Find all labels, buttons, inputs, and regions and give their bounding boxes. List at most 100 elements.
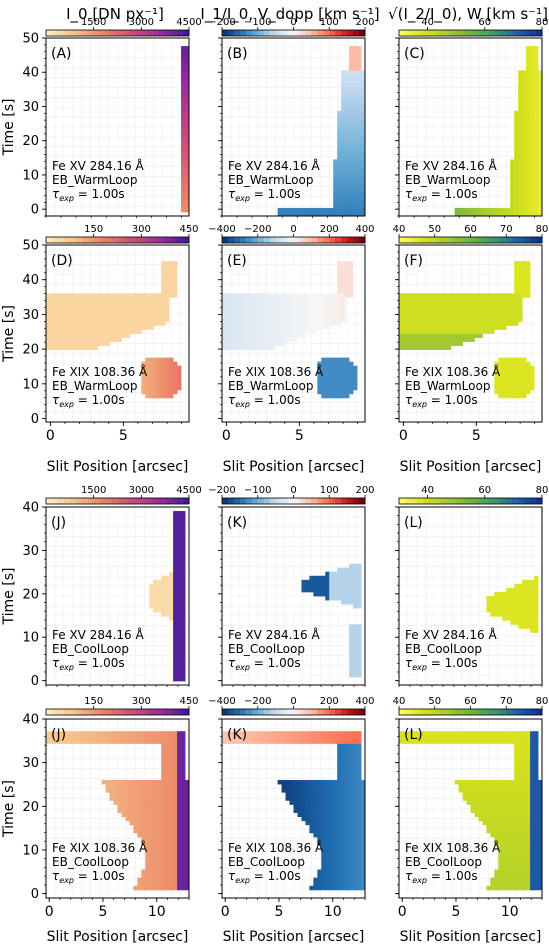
heatmap-cell <box>305 329 310 334</box>
heatmap-cell <box>518 357 523 363</box>
heatmap-cell <box>145 305 150 310</box>
heatmap-cell <box>329 816 334 822</box>
heatmap <box>399 261 535 399</box>
heatmap-cell <box>229 301 235 306</box>
heatmap-cell <box>341 881 346 887</box>
heatmap-cell <box>46 293 51 298</box>
heatmap-cell <box>399 345 404 350</box>
heatmap-cell <box>498 293 503 298</box>
heatmap-cell <box>273 309 279 314</box>
heatmap-cell <box>57 739 63 744</box>
heatmap-cell <box>185 881 190 887</box>
heatmap-cell <box>345 579 350 585</box>
heatmap-cell <box>357 792 362 797</box>
heatmap-cell <box>341 309 346 314</box>
exposure-value: = 1.00s <box>427 656 478 670</box>
heatmap-cell <box>494 377 499 383</box>
heatmap-cell <box>337 369 342 375</box>
heatmap-cell <box>141 377 146 383</box>
colorbar-segment <box>99 237 107 243</box>
heatmap-cell <box>157 857 162 862</box>
heatmap-cell <box>442 297 448 302</box>
heatmap-cell <box>93 297 99 302</box>
heatmap-cell <box>341 567 346 573</box>
heatmap-cell <box>165 583 170 589</box>
heatmap-cell <box>333 849 338 854</box>
heatmap-cell <box>77 329 83 334</box>
heatmap-cell <box>289 329 294 334</box>
heatmap-cell <box>353 828 358 834</box>
heatmap-cell <box>345 845 350 850</box>
heatmap-cell <box>526 620 531 625</box>
heatmap-cell <box>153 804 158 809</box>
heatmap-cell <box>149 857 154 862</box>
heatmap-cell <box>145 369 150 375</box>
heatmap-cell <box>173 652 178 658</box>
heatmap-cell <box>185 788 190 793</box>
heatmap-cell <box>165 747 170 752</box>
heatmap-cell <box>249 337 255 342</box>
heatmap-cell <box>450 309 456 314</box>
colorbar-segment <box>281 498 289 504</box>
colorbar-segment <box>46 709 53 715</box>
heatmap-cell <box>349 86 354 91</box>
heatmap-cell <box>261 313 267 318</box>
heatmap-cell <box>165 775 170 781</box>
heatmap-cell <box>49 317 55 322</box>
heatmap-cell <box>269 325 275 330</box>
heatmap-cell <box>406 317 412 322</box>
heatmap-cell <box>353 664 358 670</box>
heatmap-cell <box>345 767 350 773</box>
heatmap-cell <box>145 784 150 789</box>
heatmap-cell <box>530 139 535 144</box>
heatmap-cell <box>357 167 362 172</box>
heatmap-cell <box>285 337 290 342</box>
heatmap-cell <box>341 135 346 140</box>
x-tick-label: 5 <box>99 904 108 920</box>
heatmap-cell <box>313 885 318 891</box>
heatmap-cell <box>313 583 318 589</box>
heatmap-cell <box>410 321 416 326</box>
heatmap-cell <box>149 820 154 826</box>
heatmap-cell <box>81 337 87 342</box>
line-annotation: Fe XV 284.16 Å <box>405 627 497 642</box>
heatmap-cell <box>526 587 531 593</box>
heatmap-cell <box>289 305 294 310</box>
heatmap-cell <box>297 784 302 789</box>
heatmap-cell <box>538 187 543 193</box>
heatmap-cell <box>181 66 186 71</box>
heatmap-cell <box>181 628 186 633</box>
heatmap-cell <box>530 183 535 189</box>
heatmap-cell <box>169 763 174 769</box>
heatmap-cell <box>349 759 354 765</box>
heatmap-cell <box>329 571 334 577</box>
heatmap-cell <box>117 808 122 813</box>
heatmap-cell <box>353 877 358 883</box>
heatmap-cell <box>173 559 178 565</box>
heatmap-cell <box>442 325 448 330</box>
heatmap-cell <box>349 632 354 637</box>
heatmap-cell <box>289 309 294 314</box>
heatmap-cell <box>129 313 134 318</box>
colorbar-segment <box>482 237 489 243</box>
heatmap-cell <box>269 309 275 314</box>
heatmap-cell <box>446 329 452 334</box>
heatmap-cell <box>169 877 174 883</box>
heatmap-cell <box>185 873 190 879</box>
heatmap-cell <box>181 94 186 100</box>
colorbar-segment <box>293 237 300 243</box>
heatmap-cell <box>349 636 354 641</box>
heatmap-cell <box>125 735 130 740</box>
heatmap-cell <box>101 293 106 298</box>
heatmap-cell <box>357 82 362 87</box>
heatmap-cell <box>281 317 286 322</box>
heatmap-cell <box>89 731 95 736</box>
heatmap-cell <box>345 265 350 270</box>
heatmap-cell <box>466 329 471 334</box>
heatmap-cell <box>345 381 350 387</box>
heatmap-cell <box>538 139 543 144</box>
heatmap-cell <box>337 389 342 395</box>
heatmap-cell <box>169 767 174 773</box>
heatmap-cell <box>129 796 134 801</box>
heatmap-cell <box>93 345 99 350</box>
